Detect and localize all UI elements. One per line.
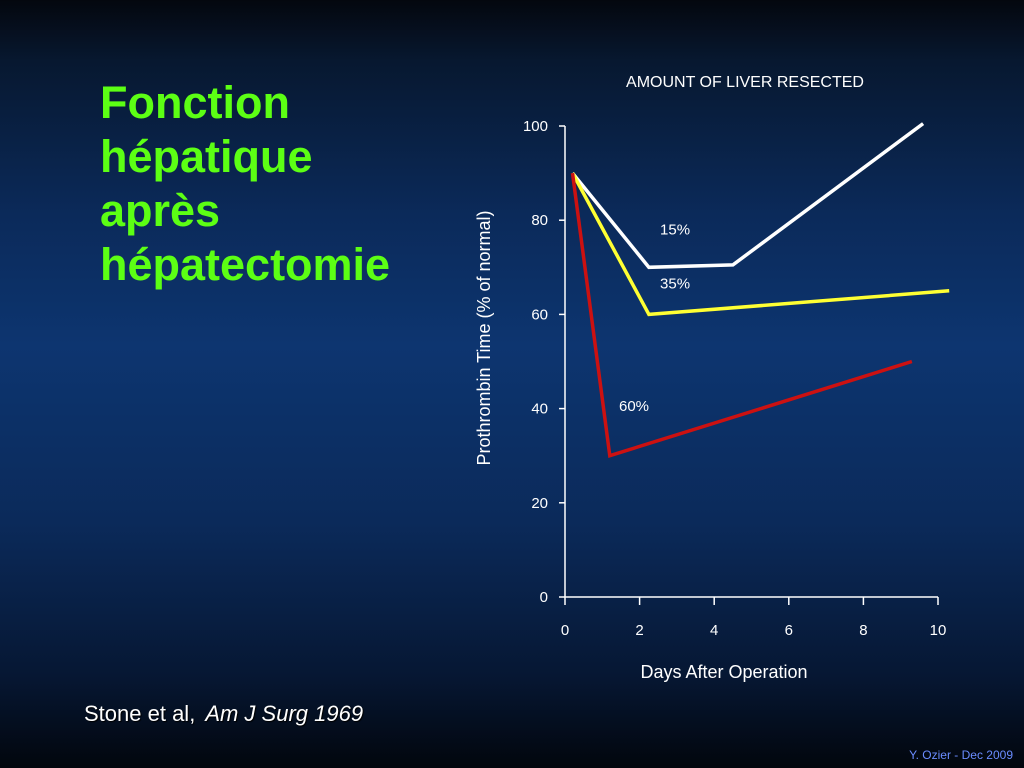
- title-line: hépatectomie: [100, 239, 391, 290]
- x-tick-label: 2: [635, 622, 643, 639]
- y-tick-label: 60: [531, 306, 548, 323]
- x-tick-label: 8: [859, 622, 867, 639]
- x-axis-label: Days After Operation: [640, 662, 807, 682]
- citation-authors: Stone et al,: [84, 701, 196, 726]
- series-line-60pct: [570, 172, 913, 458]
- citation-journal: Am J Surg 1969: [205, 701, 364, 726]
- series-label-35pct: 35%: [660, 275, 690, 292]
- title-line: hépatique: [100, 131, 313, 182]
- y-tick-label: 0: [540, 589, 548, 606]
- x-tick-label: 6: [785, 622, 793, 639]
- x-tick-label: 10: [930, 622, 947, 639]
- y-tick-label: 20: [531, 495, 548, 512]
- y-tick-label: 100: [523, 118, 548, 135]
- series-layer: 15% 35% 60%: [570, 122, 950, 458]
- slide-title: Fonction hépatique après hépatectomie: [100, 76, 460, 292]
- title-line: après: [100, 185, 221, 236]
- footer-credit: Y. Ozier - Dec 2009: [909, 748, 1013, 762]
- chart-title: AMOUNT OF LIVER RESECTED: [626, 74, 864, 91]
- series-label-15pct: 15%: [660, 221, 690, 238]
- series-line-35pct: [570, 172, 950, 317]
- x-tick-label: 4: [710, 622, 718, 639]
- y-tick-label: 40: [531, 401, 548, 418]
- chart-axes: 0 20 40 60 80 100 0 2 4 6 8 10: [523, 118, 946, 639]
- series-line-15pct: [571, 122, 925, 270]
- citation: Stone et al, Am J Surg 1969: [84, 701, 363, 727]
- title-line: Fonction: [100, 77, 290, 128]
- x-tick-label: 0: [561, 622, 569, 639]
- series-label-60pct: 60%: [619, 398, 649, 415]
- y-tick-label: 80: [531, 212, 548, 229]
- y-axis-label: Prothrombin Time (% of normal): [474, 210, 494, 465]
